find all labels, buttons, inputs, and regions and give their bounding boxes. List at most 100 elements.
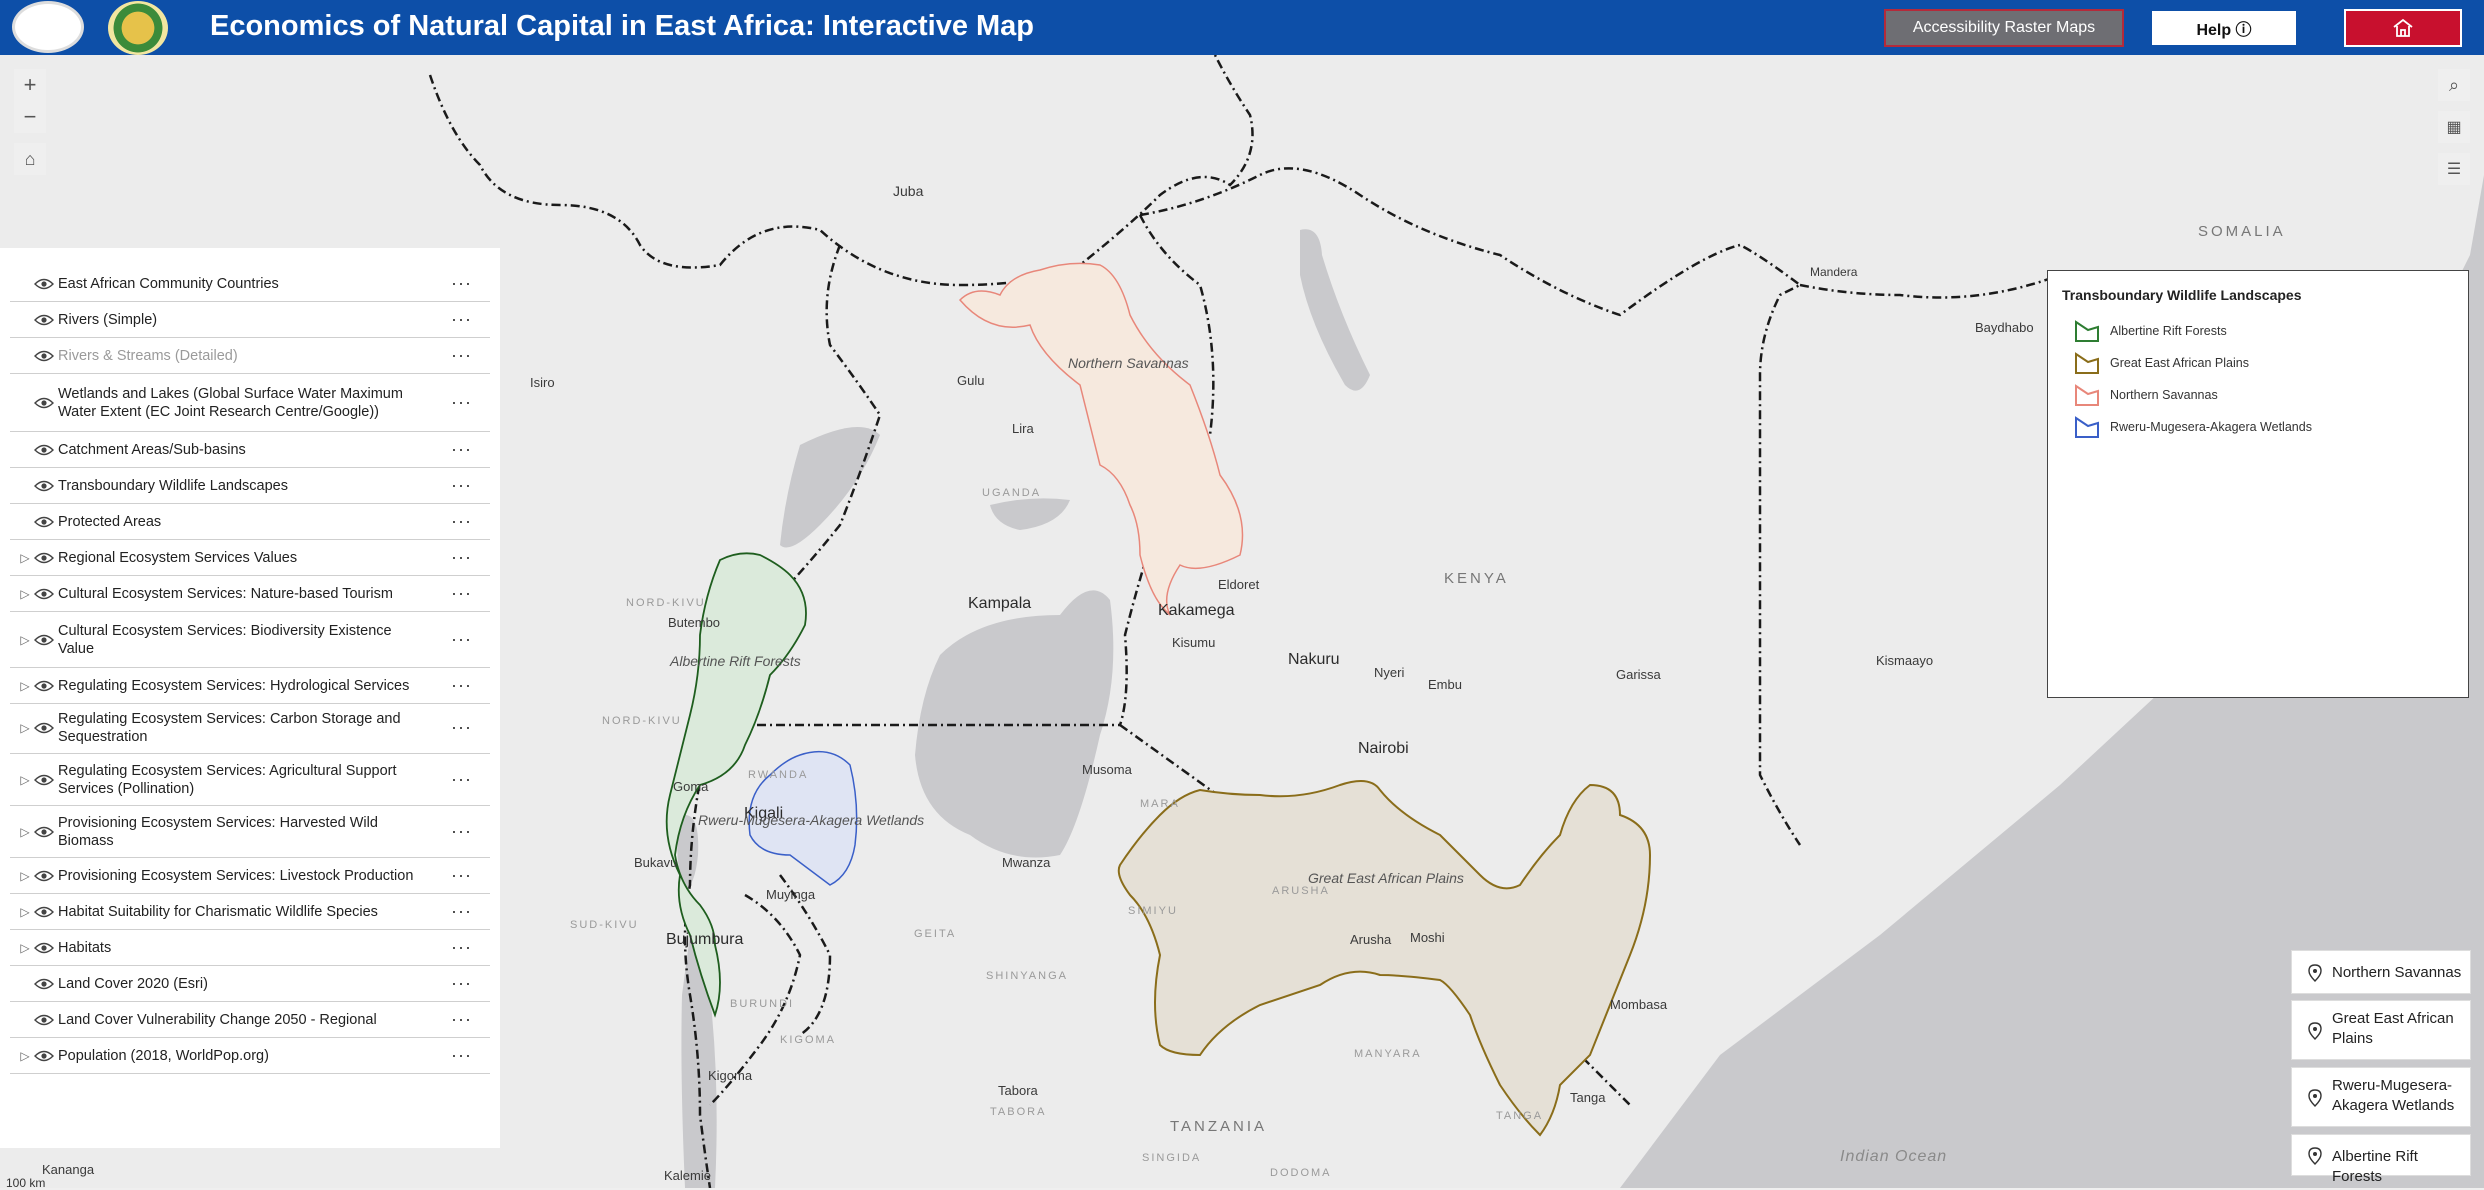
layer-options-icon[interactable]: ··· [451,717,472,737]
label-kananga: Kananga [42,1162,95,1177]
visibility-eye-icon[interactable] [34,905,54,919]
layer-options-icon[interactable]: ··· [451,475,472,495]
layer-options-icon[interactable]: ··· [451,273,472,293]
layer-row[interactable]: ▷ Cultural Ecosystem Services: Biodiversi… [10,612,490,668]
bookmark-label: Albertine Rift Forests [2332,1148,2418,1185]
layer-options-icon[interactable]: ··· [451,345,472,365]
visibility-eye-icon[interactable] [34,587,54,601]
layer-row[interactable]: ▷ Population (2018, WorldPop.org) ··· [10,1038,490,1074]
accessibility-raster-maps-button[interactable]: Accessibility Raster Maps [1884,9,2124,47]
visibility-eye-icon[interactable] [34,721,54,735]
zoom-out-button[interactable]: − [14,101,46,133]
visibility-eye-icon[interactable] [34,773,54,787]
bookmark-button[interactable]: Albertine Rift Forests [2291,1134,2471,1185]
layer-row[interactable]: Rivers (Simple) ··· [10,302,490,338]
layer-row[interactable]: Land Cover Vulnerability Change 2050 - R… [10,1002,490,1038]
layer-row[interactable]: ▷ Regulating Ecosystem Services: Carbon S… [10,702,490,754]
layer-options-icon[interactable]: ··· [451,547,472,567]
expand-chevron-icon[interactable]: ▷ [20,868,30,883]
expand-chevron-icon[interactable]: ▷ [20,678,30,693]
visibility-eye-icon[interactable] [34,313,54,327]
layer-name: Rivers & Streams (Detailed) [58,347,238,364]
expand-chevron-icon[interactable]: ▷ [20,824,30,839]
visibility-eye-icon[interactable] [34,277,54,291]
label-dodoma: DODOMA [1270,1167,1332,1179]
layer-options-icon[interactable]: ··· [451,629,472,649]
expand-chevron-icon[interactable]: ▷ [20,632,30,647]
expand-chevron-icon[interactable]: ▷ [20,772,30,787]
layer-options-icon[interactable]: ··· [451,439,472,459]
layer-row[interactable]: ▷ Provisioning Ecosystem Services: Livest… [10,858,490,894]
visibility-eye-icon[interactable] [34,633,54,647]
visibility-eye-icon[interactable] [34,1049,54,1063]
layer-row[interactable]: Wetlands and Lakes (Global Surface Water… [10,374,490,432]
layer-options-icon[interactable]: ··· [451,821,472,841]
search-button[interactable]: ⌕ [2438,69,2470,101]
layer-row[interactable]: ▷ Regulating Ecosystem Services: Agricult… [10,754,490,806]
expand-chevron-icon[interactable]: ▷ [20,720,30,735]
visibility-eye-icon[interactable] [34,443,54,457]
layer-row[interactable]: ▷ Habitats ··· [10,930,490,966]
layer-list-panel: East African Community Countries ··· River… [0,248,500,1148]
layer-row[interactable]: ▷ Provisioning Ecosystem Services: Harves… [10,806,490,858]
visibility-eye-icon[interactable] [34,515,54,529]
layer-options-icon[interactable]: ··· [451,1009,472,1029]
label-kigoma: Kigoma [708,1068,753,1083]
visibility-eye-icon[interactable] [34,1013,54,1027]
layer-options-icon[interactable]: ··· [451,675,472,695]
bookmark-button[interactable]: Northern Savannas [2291,950,2471,994]
layer-row[interactable]: ▷ Regional Ecosystem Services Values ··· [10,540,490,576]
bookmark-button[interactable]: Rweru-Mugesera-Akagera Wetlands [2291,1067,2471,1127]
layer-list-button[interactable]: ☰ [2438,153,2470,185]
expand-chevron-icon[interactable]: ▷ [20,940,30,955]
layer-row[interactable]: ▷ Habitat Suitability for Charismatic Wil… [10,894,490,930]
label-kigoma-region: KIGOMA [780,1034,837,1046]
layer-row[interactable]: Catchment Areas/Sub-basins ··· [10,432,490,468]
help-button[interactable]: Help ⓘ [2150,9,2298,47]
layer-options-icon[interactable]: ··· [451,583,472,603]
layer-row[interactable]: Protected Areas ··· [10,504,490,540]
expand-chevron-icon[interactable]: ▷ [20,550,30,565]
layer-options-icon[interactable]: ··· [451,309,472,329]
map-pin-icon [2308,1089,2322,1107]
visibility-eye-icon[interactable] [34,349,54,363]
visibility-eye-icon[interactable] [34,679,54,693]
expand-chevron-icon[interactable]: ▷ [20,1048,30,1063]
legend-swatch-icon [2075,320,2099,342]
visibility-eye-icon[interactable] [34,869,54,883]
home-button[interactable] [2344,9,2462,47]
zoom-in-button[interactable]: + [14,69,46,101]
visibility-eye-icon[interactable] [34,941,54,955]
label-nord-kivu-2: NORD-KIVU [602,715,682,727]
layer-options-icon[interactable]: ··· [451,901,472,921]
legend-panel: Transboundary Wildlife Landscapes Albert… [2047,270,2469,698]
visibility-eye-icon[interactable] [34,977,54,991]
layer-options-icon[interactable]: ··· [451,769,472,789]
legend-label: Great East African Plains [2110,356,2249,370]
layer-options-icon[interactable]: ··· [451,973,472,993]
visibility-eye-icon[interactable] [34,479,54,493]
layer-name: Provisioning Ecosystem Services: Harvest… [58,814,378,849]
layer-row[interactable]: ▷ Regulating Ecosystem Services: Hydrolog… [10,668,490,704]
visibility-eye-icon[interactable] [34,825,54,839]
visibility-eye-icon[interactable] [34,396,54,410]
map-canvas[interactable] [0,55,2484,1188]
layer-options-icon[interactable]: ··· [451,937,472,957]
expand-chevron-icon[interactable]: ▷ [20,586,30,601]
layer-name: Cultural Ecosystem Services: Nature-base… [58,585,393,602]
layer-row[interactable]: East African Community Countries ··· [10,266,490,302]
layer-options-icon[interactable]: ··· [451,511,472,531]
layer-options-icon[interactable]: ··· [451,1045,472,1065]
layer-row[interactable]: Land Cover 2020 (Esri) ··· [10,966,490,1002]
default-extent-button[interactable]: ⌂ [14,143,46,175]
layer-row[interactable]: Rivers & Streams (Detailed) ··· [10,338,490,374]
bookmark-button[interactable]: Great East African Plains [2291,1000,2471,1060]
layer-row[interactable]: Transboundary Wildlife Landscapes ··· [10,468,490,504]
layer-options-icon[interactable]: ··· [451,392,472,412]
layer-options-icon[interactable]: ··· [451,865,472,885]
layer-row[interactable]: ▷ Cultural Ecosystem Services: Nature-bas… [10,576,490,612]
expand-chevron-icon[interactable]: ▷ [20,904,30,919]
legend-swatch-icon [2075,416,2099,438]
visibility-eye-icon[interactable] [34,551,54,565]
basemap-gallery-button[interactable]: ▦ [2438,111,2470,143]
